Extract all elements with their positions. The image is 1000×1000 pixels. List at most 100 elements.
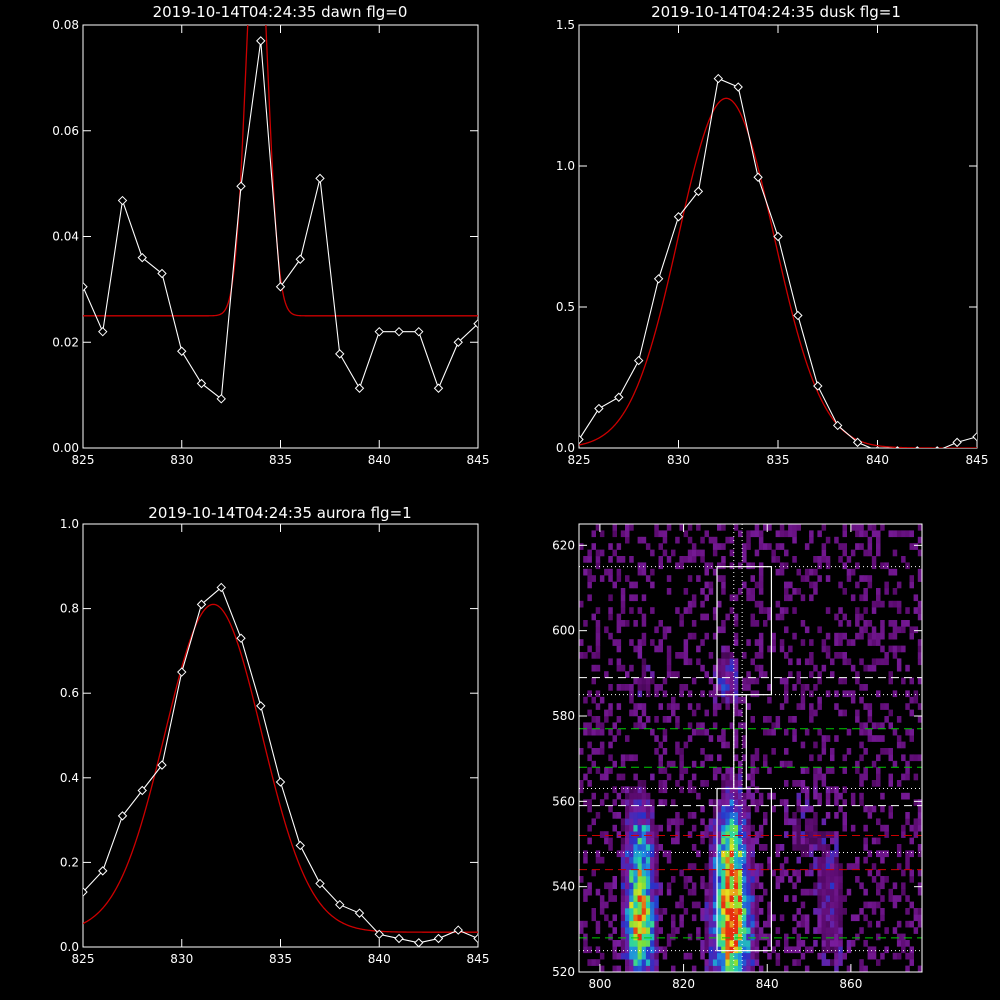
image-heatmap-cell [867,575,873,582]
image-heatmap-cell [679,901,684,909]
image-heatmap-cell [884,824,889,832]
image-heatmap-cell [779,799,785,806]
image-heatmap-cell [712,568,718,576]
image-heatmap-cell [608,607,613,614]
image-heatmap-cell [612,735,617,742]
image-heatmap-cell [641,568,647,576]
image-heatmap-cell [796,703,801,710]
image-heatmap-cell [896,895,902,902]
image-heatmap-cell [767,684,772,691]
image-heatmap-cell [625,792,630,800]
dawn-data-point [433,383,444,393]
image-heatmap-cell [717,882,722,890]
image-heatmap-cell [666,556,672,563]
image-heatmap-cell [658,908,663,915]
image-heatmap-cell [700,600,705,608]
image-heatmap-cell [654,920,659,928]
image-heatmap-cell [625,882,630,890]
image-heatmap-cell [725,792,730,800]
image-heatmap-cell [758,863,764,870]
image-heatmap-cell [633,882,638,890]
image-heatmap-cell [817,863,822,870]
image-heatmap-cell [583,620,588,627]
image-heatmap-cell [917,536,923,544]
image-heatmap-cell [704,594,709,602]
image-heatmap-cell [696,927,701,934]
image-heatmap-cell [666,524,672,531]
image-heatmap-cell [637,927,643,934]
image-heatmap-cell [729,824,735,832]
image-heatmap-cell [654,837,659,845]
image-heatmap-cell [809,888,814,896]
image-heatmap-cell [641,901,647,909]
image-heatmap-cell [725,895,730,902]
image-heatmap-cell [729,933,735,941]
image-heatmap-cell [880,658,885,666]
image-heatmap-cell [859,524,864,531]
image-heatmap-cell [616,850,622,858]
image-heatmap-cell [654,927,659,934]
image-heatmap-cell [742,792,747,800]
image-heatmap-cell [754,786,760,794]
image-heatmap-cell [800,901,806,909]
image-heatmap-cell [721,850,726,858]
dawn-data-point [354,383,365,393]
image-heatmap-cell [583,556,588,563]
image-heatmap-cell [738,946,743,954]
image-heatmap-cell [758,965,764,973]
image-heatmap-cell [792,607,797,614]
image-heatmap-cell [767,716,772,723]
image-heatmap-cell [591,613,596,621]
image-heatmap-cell [825,645,831,653]
image-heatmap-cell [633,965,638,973]
image-heatmap-cell [775,844,781,851]
image-heatmap-cell [817,831,822,838]
image-heatmap-cell [754,805,760,813]
image-heatmap-cell [800,805,806,813]
image-heatmap-cell [633,888,638,896]
image-heatmap-cell [620,600,626,608]
image-heatmap-cell [892,652,898,659]
image-heatmap-cell [800,812,806,819]
image-heatmap-cell [905,562,910,570]
image-heatmap-cell [658,543,663,550]
image-heatmap-cell [880,722,885,730]
image-heatmap-cell [750,594,755,602]
image-heatmap-cell [909,581,914,589]
image-heatmap-cell [800,741,806,749]
image-heatmap-cell [896,933,902,941]
dusk-data-point [852,437,863,448]
image-heatmap-cell [729,684,735,691]
image-heatmap-cell [616,620,622,627]
image-heatmap-cell [871,946,877,954]
image-heatmap-cell [867,709,873,717]
image-heatmap-cell [654,626,659,634]
image-heatmap-cell [817,952,822,960]
image-heatmap-cell [746,536,751,544]
image-heatmap-cell [595,703,601,710]
image-heatmap-cell [637,780,643,787]
image-heatmap-cell [733,933,739,941]
image-heatmap-cell [650,882,655,890]
image-heatmap-cell [821,901,827,909]
image-heatmap-cell [754,882,760,890]
dawn-data-point [98,326,108,337]
image-heatmap-cell [817,728,822,736]
dusk-y-tick-label: 1.0 [556,159,575,173]
image-heatmap-cell [625,536,630,544]
image-heatmap-cell [825,856,831,864]
image-heatmap-cell [767,952,772,960]
image-heatmap-cell [888,568,893,576]
image-heatmap-cell [595,812,601,819]
image-heatmap-cell [608,575,613,582]
image-heatmap-cell [733,620,739,627]
image-heatmap-cell [917,888,923,896]
image-heatmap-cell [641,684,647,691]
image-heatmap-cell [620,869,626,877]
image-heatmap-cell [754,914,760,922]
image-heatmap-cell [650,927,655,934]
image-heatmap-cell [654,933,659,941]
image-heatmap-cell [604,773,609,781]
image-heatmap-cell [754,908,760,915]
image-heatmap-cell [721,664,726,672]
